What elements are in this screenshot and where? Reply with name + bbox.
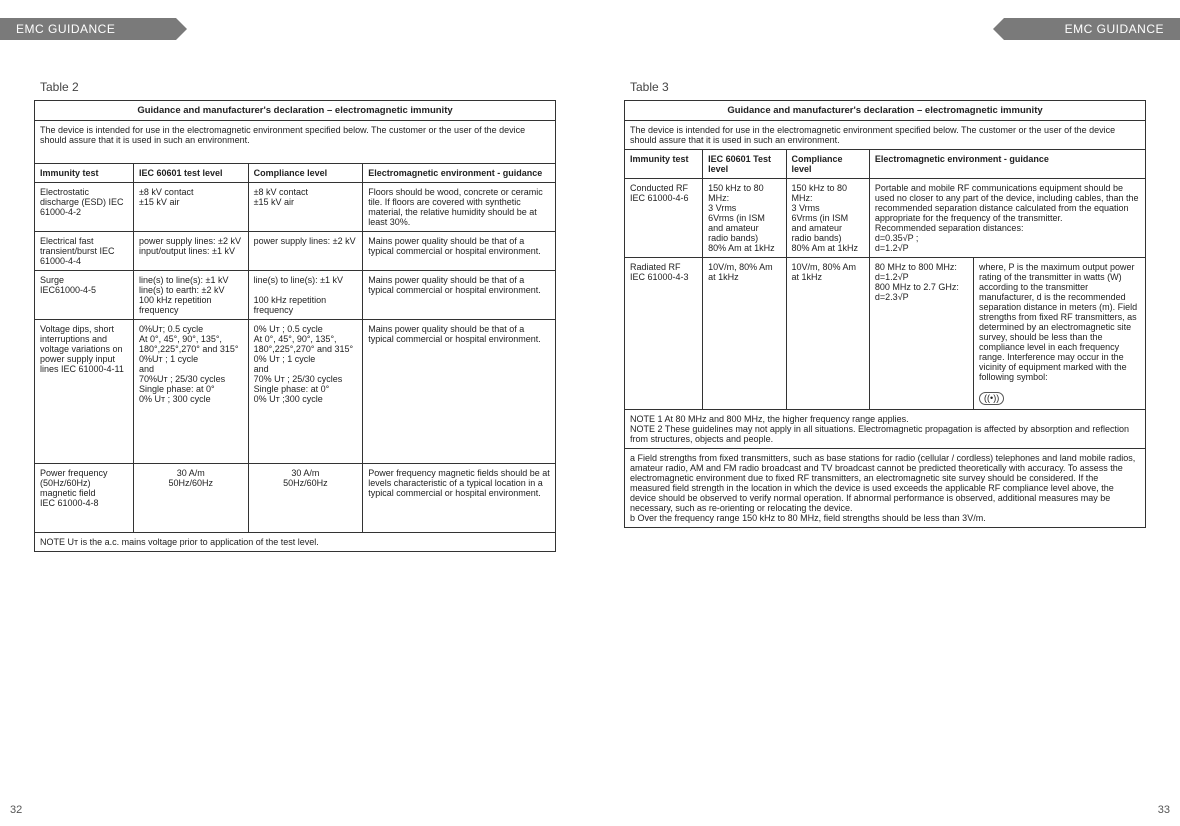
table2-title: Guidance and manufacturer's declaration … [35,101,556,121]
table2-col1: Immunity test [35,164,134,183]
t3r2c4b: where, P is the maximum output power rat… [974,258,1146,410]
table3-title: Guidance and manufacturer's declaration … [625,101,1146,121]
page-number-right: 33 [1158,804,1170,816]
table2-row4-c1: Power frequency (50Hz/60Hz) magnetic fie… [35,464,134,533]
table3-col3: Compliance level [786,150,869,179]
header-left: EMC GUIDANCE [0,18,590,40]
table2-row1-c1: Electrical fast transient/burst IEC 6100… [35,232,134,271]
t3r2c4b-text: where, P is the maximum output power rat… [979,262,1137,382]
header-right: EMC GUIDANCE [590,18,1180,40]
table2-col3: Compliance level [248,164,363,183]
table3-col2: IEC 60601 Test level [703,150,786,179]
table2-row3-c2: 0%Uᴛ; 0.5 cycle At 0°, 45°, 90°, 135°, 1… [133,320,248,464]
t3r1c2: 150 kHz to 80 MHz: 3 Vrms 6Vrms (in ISM … [703,179,786,258]
t3r1c1: Conducted RF IEC 61000-4-6 [625,179,703,258]
t3r2c4a: 80 MHz to 800 MHz: d=1.2√P 800 MHz to 2.… [869,258,973,410]
table2-row2-c1: Surge IEC61000-4-5 [35,271,134,320]
table2-row3-c1: Voltage dips, short interruptions and vo… [35,320,134,464]
table2-caption: Table 2 [40,80,556,94]
t3r1c4: Portable and mobile RF communications eq… [869,179,1145,258]
table2-col2: IEC 60601 test level [133,164,248,183]
table2-row1-c4: Mains power quality should be that of a … [363,232,556,271]
header-title-left: EMC GUIDANCE [0,18,176,40]
table2-note: NOTE Uᴛ is the a.c. mains voltage prior … [35,533,556,552]
header-title-right: EMC GUIDANCE [1004,18,1180,40]
page-right: EMC GUIDANCE Table 3 Guidance and manufa… [590,0,1180,826]
table2: Guidance and manufacturer's declaration … [34,100,556,552]
table2-row0-c1: Electrostatic discharge (ESD) IEC 61000-… [35,183,134,232]
table2-col4: Electromagnetic environment - guidance [363,164,556,183]
table3-col1: Immunity test [625,150,703,179]
table2-row1-c2: power supply lines: ±2 kV input/output l… [133,232,248,271]
table2-row1-c3: power supply lines: ±2 kV [248,232,363,271]
antenna-icon: ((•)) [979,392,1004,405]
table2-row3-c3: 0% Uᴛ ; 0.5 cycle At 0°, 45°, 90°, 135°,… [248,320,363,464]
table3: Guidance and manufacturer's declaration … [624,100,1146,528]
t3r2c3: 10V/m, 80% Am at 1kHz [786,258,869,410]
table2-intro: The device is intended for use in the el… [35,121,556,164]
t3r2c2: 10V/m, 80% Am at 1kHz [703,258,786,410]
table3-caption: Table 3 [630,80,1146,94]
table2-row3-c4: Mains power quality should be that of a … [363,320,556,464]
page-left: EMC GUIDANCE Table 2 Guidance and manufa… [0,0,590,826]
page-number-left: 32 [10,804,22,816]
t3r2c1: Radiated RF IEC 61000-4-3 [625,258,703,410]
table2-row0-c4: Floors should be wood, concrete or ceram… [363,183,556,232]
table3-col4: Electromagnetic environment - guidance [869,150,1145,179]
table2-row4-c2: 30 A/m 50Hz/60Hz [133,464,248,533]
table2-row4-c3: 30 A/m 50Hz/60Hz [248,464,363,533]
table2-row0-c2: ±8 kV contact ±15 kV air [133,183,248,232]
table2-row0-c3: ±8 kV contact ±15 kV air [248,183,363,232]
table2-row4-c4: Power frequency magnetic fields should b… [363,464,556,533]
t3r1c3: 150 kHz to 80 MHz: 3 Vrms 6Vrms (in ISM … [786,179,869,258]
table2-row2-c4: Mains power quality should be that of a … [363,271,556,320]
table3-footnotes: a Field strengths from fixed transmitter… [625,449,1146,528]
table2-row2-c2: line(s) to line(s): ±1 kV line(s) to ear… [133,271,248,320]
table3-notes: NOTE 1 At 80 MHz and 800 MHz, the higher… [625,410,1146,449]
table2-row2-c3: line(s) to line(s): ±1 kV 100 kHz repeti… [248,271,363,320]
table3-intro: The device is intended for use in the el… [625,121,1146,150]
